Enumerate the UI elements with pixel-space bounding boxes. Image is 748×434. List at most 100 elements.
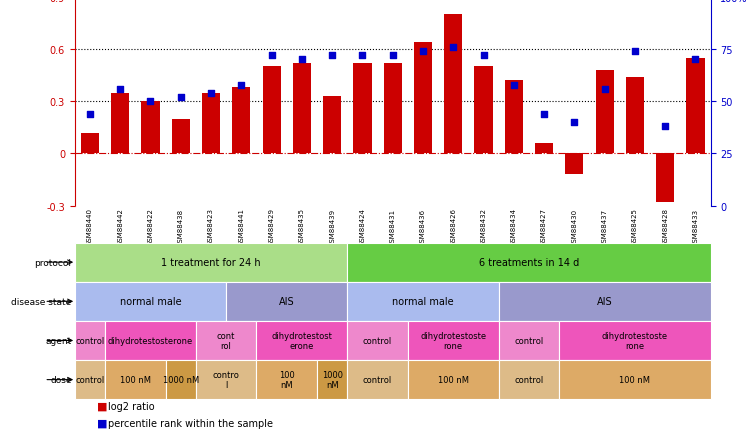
Text: 1 treatment for 24 h: 1 treatment for 24 h <box>162 258 261 267</box>
Bar <box>165 360 196 399</box>
Text: GSM88437: GSM88437 <box>601 208 607 246</box>
Bar <box>75 321 105 360</box>
Bar <box>347 360 408 399</box>
Bar <box>347 282 499 321</box>
Bar <box>687 59 705 154</box>
Bar <box>384 64 402 154</box>
Text: AIS: AIS <box>597 297 613 306</box>
Point <box>144 99 156 105</box>
Bar <box>474 67 493 154</box>
Bar <box>347 243 711 282</box>
Bar <box>105 360 165 399</box>
Bar <box>226 282 347 321</box>
Point <box>538 111 550 118</box>
Point <box>508 82 520 89</box>
Text: GSM88426: GSM88426 <box>450 208 456 246</box>
Bar <box>444 15 462 154</box>
Point <box>447 44 459 51</box>
Bar <box>263 67 280 154</box>
Bar <box>257 360 317 399</box>
Text: 1000 nM: 1000 nM <box>162 375 199 384</box>
Text: GSM88424: GSM88424 <box>360 208 366 246</box>
Text: GSM88442: GSM88442 <box>117 208 123 246</box>
Text: GSM88441: GSM88441 <box>239 208 245 246</box>
Bar <box>499 360 560 399</box>
Text: GSM88440: GSM88440 <box>87 208 93 246</box>
Bar <box>505 81 523 154</box>
Text: contro
l: contro l <box>212 371 239 389</box>
Bar <box>81 133 99 154</box>
Text: disease state: disease state <box>11 297 72 306</box>
Text: dose: dose <box>50 375 72 384</box>
Bar <box>196 360 257 399</box>
Text: agent: agent <box>46 336 72 345</box>
Bar <box>75 360 105 399</box>
Text: 100
nM: 100 nM <box>279 371 295 389</box>
Text: ■: ■ <box>97 401 111 411</box>
Text: protocol: protocol <box>34 258 72 267</box>
Bar <box>414 43 432 154</box>
Text: control: control <box>76 336 105 345</box>
Bar <box>565 154 583 175</box>
Text: ■: ■ <box>97 418 111 428</box>
Text: control: control <box>363 375 392 384</box>
Text: GSM88435: GSM88435 <box>299 208 305 246</box>
Point <box>326 53 338 59</box>
Bar <box>560 321 711 360</box>
Bar <box>105 321 196 360</box>
Bar <box>353 64 372 154</box>
Bar <box>196 321 257 360</box>
Point <box>357 53 369 59</box>
Point <box>266 53 278 59</box>
Point <box>387 53 399 59</box>
Text: normal male: normal male <box>392 297 454 306</box>
Bar <box>292 64 311 154</box>
Point <box>114 86 126 93</box>
Point <box>175 94 187 101</box>
Bar <box>560 360 711 399</box>
Bar <box>75 243 347 282</box>
Point <box>568 119 580 126</box>
Bar <box>408 360 499 399</box>
Point <box>417 49 429 56</box>
Bar <box>172 119 190 154</box>
Text: percentile rank within the sample: percentile rank within the sample <box>108 418 274 428</box>
Text: GSM88423: GSM88423 <box>208 208 214 246</box>
Text: GSM88429: GSM88429 <box>269 208 275 246</box>
Point <box>598 86 610 93</box>
Text: GSM88431: GSM88431 <box>390 208 396 246</box>
Bar <box>499 282 711 321</box>
Bar <box>626 78 644 154</box>
Text: GSM88425: GSM88425 <box>632 208 638 246</box>
Point <box>236 82 248 89</box>
Point <box>296 57 308 64</box>
Text: 100 nM: 100 nM <box>619 375 651 384</box>
Text: GSM88436: GSM88436 <box>420 208 426 246</box>
Bar <box>202 93 220 154</box>
Bar <box>232 88 251 154</box>
Bar <box>323 97 341 154</box>
Point <box>205 90 217 97</box>
Point <box>629 49 641 56</box>
Text: control: control <box>515 336 544 345</box>
Text: GSM88427: GSM88427 <box>541 208 547 246</box>
Text: GSM88430: GSM88430 <box>571 208 577 246</box>
Bar <box>347 321 408 360</box>
Text: GSM88438: GSM88438 <box>178 208 184 246</box>
Bar <box>408 321 499 360</box>
Text: dihydrotestoste
rone: dihydrotestoste rone <box>420 332 486 350</box>
Text: control: control <box>515 375 544 384</box>
Bar <box>499 321 560 360</box>
Text: control: control <box>363 336 392 345</box>
Text: AIS: AIS <box>279 297 295 306</box>
Bar <box>257 321 347 360</box>
Text: 100 nM: 100 nM <box>438 375 469 384</box>
Text: 100 nM: 100 nM <box>120 375 151 384</box>
Bar <box>535 144 554 154</box>
Text: log2 ratio: log2 ratio <box>108 401 155 411</box>
Text: GSM88433: GSM88433 <box>693 208 699 246</box>
Text: cont
rol: cont rol <box>217 332 236 350</box>
Bar <box>656 154 674 203</box>
Point <box>659 124 671 131</box>
Bar <box>595 71 613 154</box>
